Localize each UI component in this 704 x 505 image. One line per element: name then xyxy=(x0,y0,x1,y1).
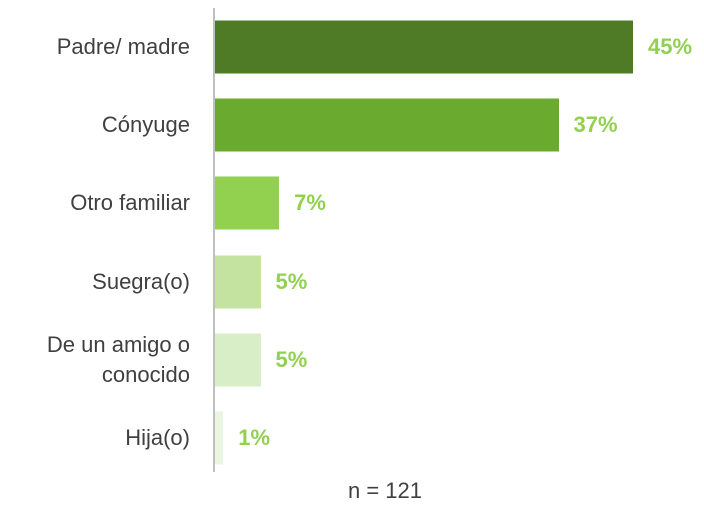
category-label: Cónyuge xyxy=(101,112,190,138)
bar xyxy=(214,333,261,387)
category-label: De un amigo o conocido xyxy=(46,331,190,387)
bar xyxy=(214,411,224,465)
category-label: Otro familiar xyxy=(70,190,190,216)
bar xyxy=(214,176,280,230)
value-label: 37% xyxy=(573,112,618,138)
sample-note: n = 121 xyxy=(347,478,422,503)
value-label: 1% xyxy=(238,425,271,450)
category-label: Padre/ madre xyxy=(56,34,190,59)
bar xyxy=(214,255,261,309)
category-label: Suegra(o) xyxy=(92,268,190,294)
value-label: 45% xyxy=(648,34,693,59)
value-label: 5% xyxy=(275,268,308,294)
bar xyxy=(214,98,559,152)
bar xyxy=(214,20,633,74)
value-label: 7% xyxy=(294,190,326,216)
axis-line xyxy=(213,8,215,472)
value-label: 5% xyxy=(275,346,308,372)
category-label: Hija(o) xyxy=(125,425,190,450)
